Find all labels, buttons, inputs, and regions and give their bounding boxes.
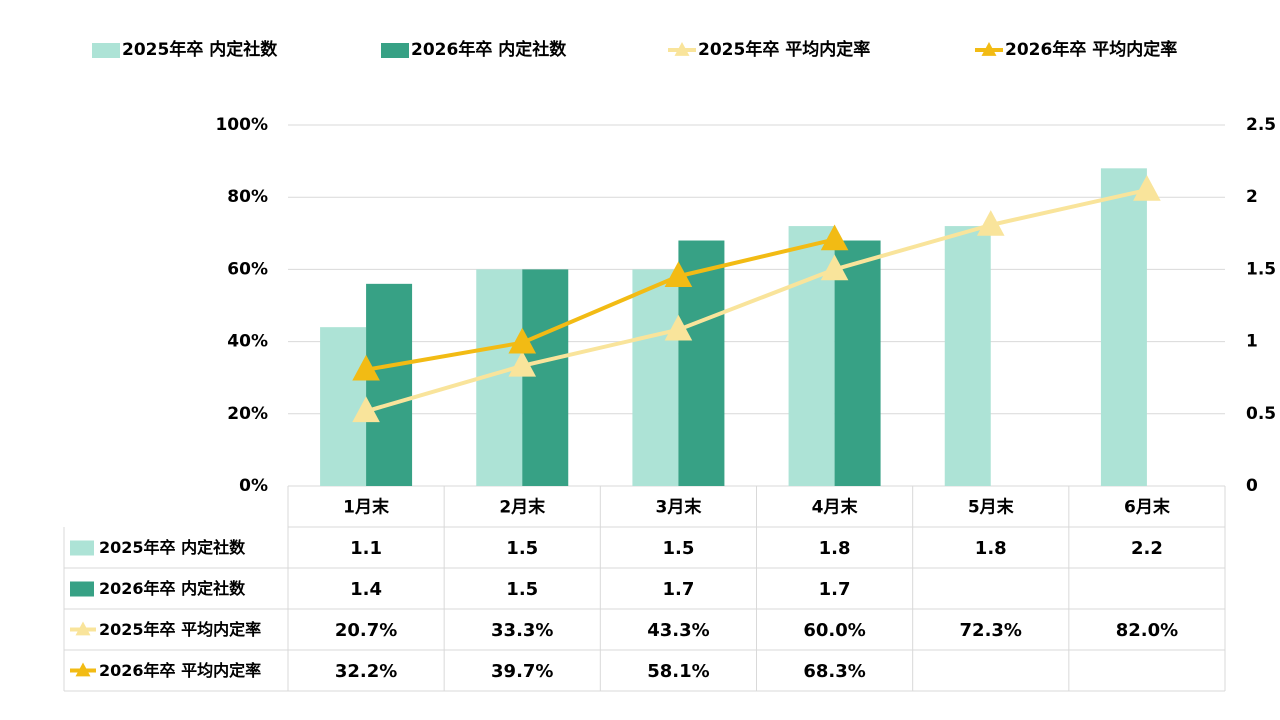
table-cell-value: 20.7% — [335, 620, 397, 641]
point-2025-rate — [976, 210, 1005, 236]
table-legend-swatch — [70, 581, 94, 597]
legend-label: 2025年卒 平均内定率 — [698, 39, 870, 60]
line-2025-rate — [365, 188, 1148, 414]
table-cell-value: 2.2 — [1131, 538, 1163, 559]
bar-2025-offers — [944, 226, 991, 486]
y-right-tick-label: 0.5 — [1246, 404, 1276, 424]
point-2026-rate — [352, 354, 380, 381]
y-left-tick-label: 80% — [227, 187, 268, 207]
category-label: 4月末 — [812, 497, 859, 518]
point-2026-rate — [820, 224, 849, 251]
table-cell-value: 1.8 — [975, 538, 1007, 559]
table-cell-value: 1.4 — [350, 579, 382, 600]
legend-swatch — [381, 43, 409, 58]
legend-marker — [674, 41, 690, 56]
table-cell-value: 33.3% — [491, 620, 553, 641]
bar-2025-offers — [320, 327, 367, 486]
legend-swatch — [92, 43, 120, 58]
table-cell-value: 1.7 — [662, 579, 694, 600]
y-left-tick-label: 40% — [227, 332, 268, 352]
y-left-tick-label: 20% — [227, 404, 268, 424]
bar-2025-offers — [788, 226, 835, 486]
table-cell-value: 58.1% — [647, 661, 709, 682]
category-label: 2月末 — [499, 497, 546, 518]
table-cell-value: 39.7% — [491, 661, 553, 682]
category-label: 3月末 — [655, 497, 702, 518]
point-2026-rate — [664, 261, 693, 288]
table-cell-value: 72.3% — [960, 620, 1022, 641]
legend-label: 2025年卒 内定社数 — [122, 39, 278, 60]
y-right-tick-label: 2.5 — [1246, 115, 1276, 135]
legend-label: 2026年卒 平均内定率 — [1005, 39, 1177, 60]
category-label: 5月末 — [968, 497, 1015, 518]
point-2025-rate — [508, 350, 537, 377]
table-row-label: 2026年卒 内定社数 — [99, 579, 246, 598]
table-cell-value: 1.5 — [506, 538, 538, 559]
table-cell-value: 32.2% — [335, 661, 397, 682]
table-row-label: 2025年卒 内定社数 — [99, 538, 246, 557]
table-cell-value: 68.3% — [803, 661, 865, 682]
legend-marker — [981, 41, 997, 56]
point-2025-rate — [664, 314, 693, 341]
table-row-label: 2026年卒 平均内定率 — [99, 661, 261, 680]
category-label: 1月末 — [343, 497, 390, 518]
table-cell-value: 1.7 — [819, 579, 851, 600]
point-2025-rate — [1133, 175, 1161, 201]
legend-label: 2026年卒 内定社数 — [411, 39, 567, 60]
point-2025-rate — [820, 254, 849, 281]
y-right-tick-label: 1.5 — [1246, 259, 1276, 279]
bar-2026-offers — [834, 240, 881, 486]
y-right-tick-label: 2 — [1246, 187, 1258, 207]
y-left-tick-label: 100% — [215, 115, 268, 135]
y-left-tick-label: 0% — [239, 476, 268, 496]
table-row-label: 2025年卒 平均内定率 — [99, 620, 261, 639]
line-2026-rate — [365, 237, 836, 372]
table-cell-value: 1.5 — [662, 538, 694, 559]
table-legend-marker — [75, 621, 91, 636]
table-cell-value: 1.1 — [350, 538, 382, 559]
bar-2026-offers — [522, 269, 569, 486]
bar-2026-offers — [366, 283, 413, 486]
y-left-tick-label: 60% — [227, 259, 268, 279]
category-label: 6月末 — [1124, 497, 1171, 518]
bar-2025-offers — [632, 269, 679, 486]
point-2025-rate — [352, 396, 380, 423]
y-right-tick-label: 1 — [1246, 332, 1258, 352]
table-legend-marker — [75, 662, 91, 677]
point-2026-rate — [508, 327, 537, 354]
table-cell-value: 1.5 — [506, 579, 538, 600]
table-cell-value: 1.8 — [819, 538, 851, 559]
bar-2025-offers — [1100, 168, 1147, 486]
y-right-tick-label: 0 — [1246, 476, 1258, 496]
table-cell-value: 60.0% — [803, 620, 865, 641]
table-legend-swatch — [70, 540, 94, 556]
table-cell-value: 43.3% — [647, 620, 709, 641]
table-cell-value: 82.0% — [1116, 620, 1178, 641]
